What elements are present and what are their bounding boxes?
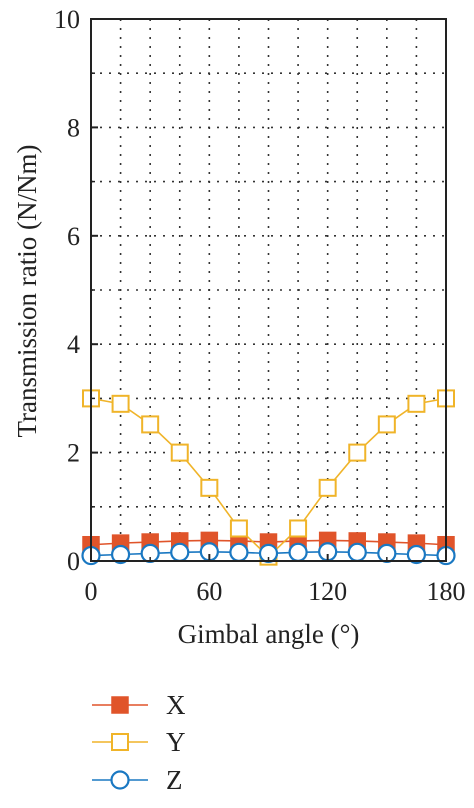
grid-layer [91,19,446,561]
x-tick-label: 0 [85,577,98,606]
series-y-point [229,519,248,538]
legend-label-x: X [166,690,186,720]
tick-layer: 0 60 120 180 0 2 4 6 8 10 [54,5,466,606]
series-y-point [348,443,367,462]
series-y-point [200,478,219,497]
series-layer [81,389,456,566]
y-tick-label: 10 [54,5,80,34]
legend-marker-y [111,733,129,751]
y-tick-label: 4 [67,330,80,359]
y-tick-label: 8 [67,113,80,142]
series-y-point [141,415,160,434]
y-tick-label: 2 [67,439,80,468]
x-axis-label: Gimbal angle (°) [178,619,360,649]
series-y-point [407,394,426,413]
series-z-point [110,544,131,565]
legend-item-z: Z [92,765,183,795]
series-y-point [170,443,189,462]
series-y-point [318,478,337,497]
x-tick-label: 60 [196,577,222,606]
legend-label-y: Y [166,727,186,757]
legend: XYZ [92,690,186,795]
y-tick-label: 0 [67,547,80,576]
series-y-point [377,415,396,434]
series-y-point [111,394,130,413]
x-tick-label: 180 [427,577,466,606]
legend-marker-x [111,696,129,714]
legend-marker-z [110,770,130,790]
x-tick-label: 120 [308,577,347,606]
series-y-point [289,519,308,538]
series-z [81,542,456,566]
series-z-point [406,544,427,565]
y-tick-label: 6 [67,222,80,251]
legend-label-z: Z [166,765,183,795]
series-z-point [347,542,367,562]
y-axis-label: Transmission ratio (N/Nm) [12,144,42,437]
legend-item-y: Y [92,727,186,757]
series-z-point [229,542,249,562]
series-z-point [288,542,308,562]
series-z-point [170,542,190,562]
legend-item-x: X [92,690,186,720]
